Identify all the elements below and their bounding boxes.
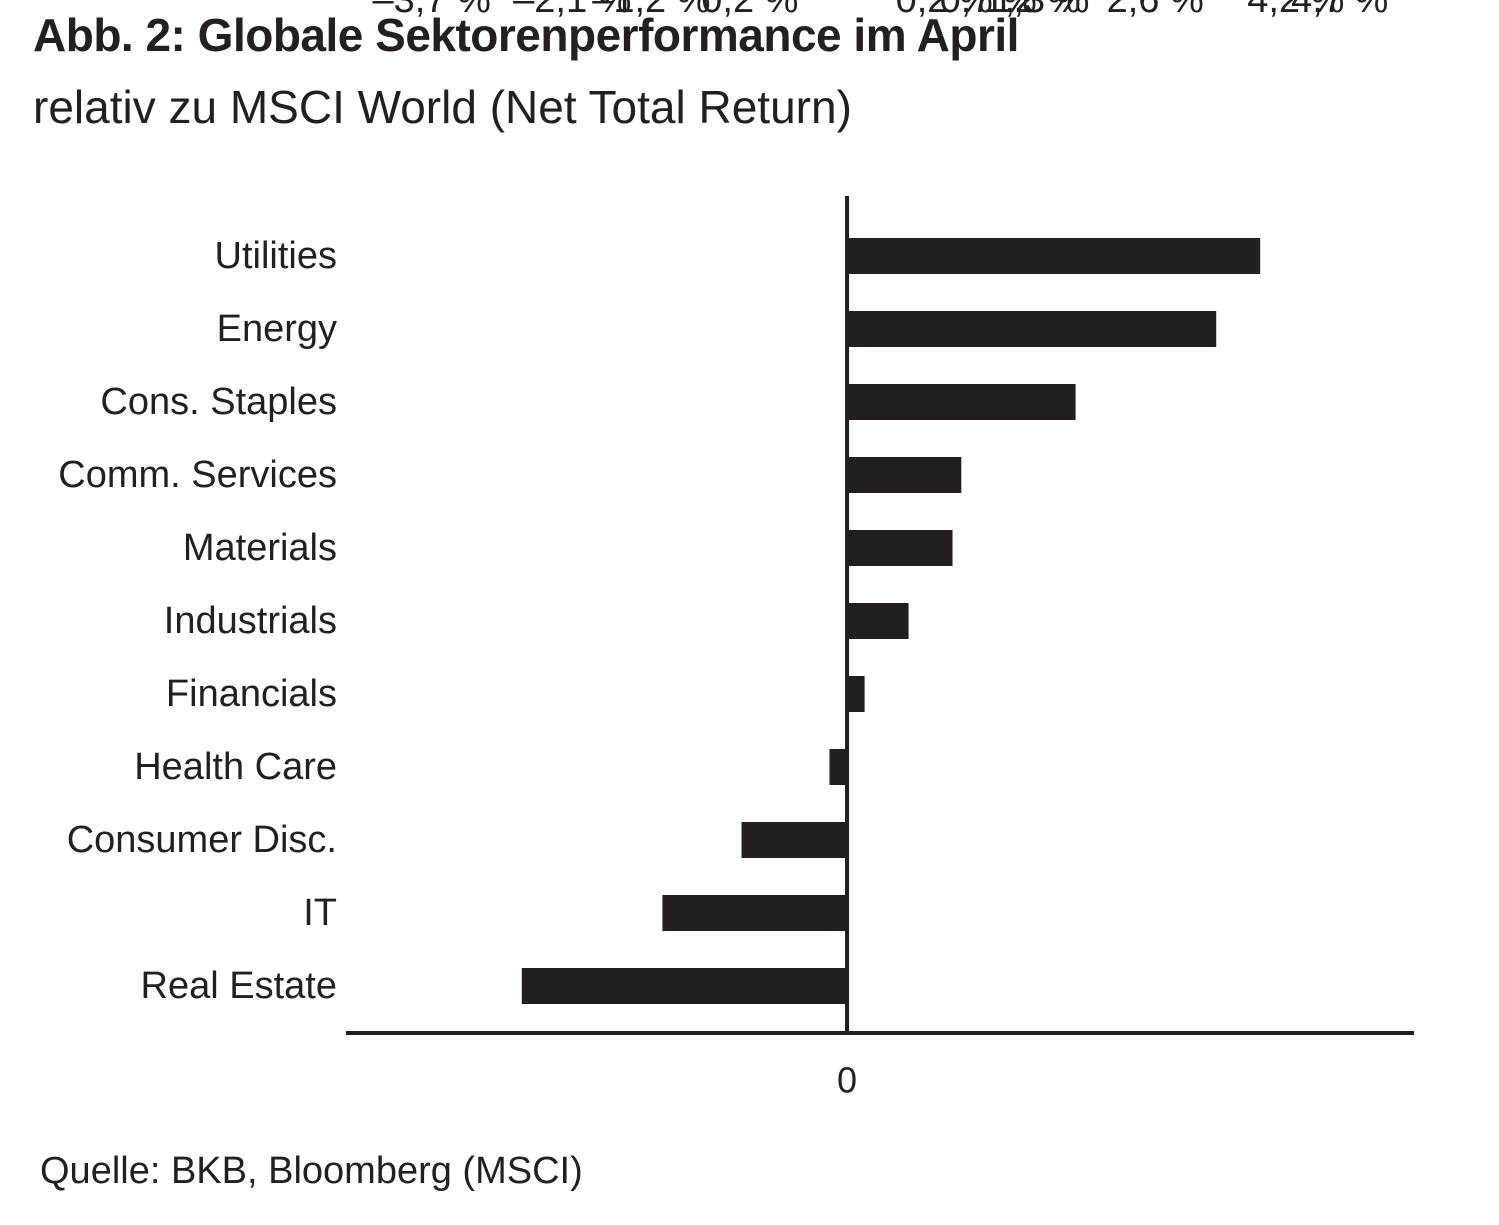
x-tick-label: 0 <box>837 1060 857 1101</box>
category-label: Comm. Services <box>58 454 337 496</box>
data-label: –2,1 % <box>513 0 631 21</box>
data-label: 0,7 % <box>940 0 1037 21</box>
bar-industrials <box>847 603 909 639</box>
data-label: 0,2 % <box>701 0 798 21</box>
data-label: 1,3 % <box>992 0 1089 21</box>
category-label: Materials <box>183 527 337 569</box>
bar-it <box>662 895 848 931</box>
category-label: Energy <box>217 308 337 350</box>
bar-health-care <box>829 749 848 785</box>
category-label: Cons. Staples <box>100 381 337 423</box>
data-label: 4,7 % <box>1291 0 1388 21</box>
category-label: Utilities <box>215 235 337 277</box>
data-label: 4,2 % <box>1247 0 1344 21</box>
data-label: 2,6 % <box>1107 0 1204 21</box>
category-label: IT <box>303 892 337 934</box>
data-label: –1,2 % <box>592 0 710 21</box>
bar-utilities <box>847 238 1261 274</box>
chart-title: Abb. 2: Globale Sektorenperformance im A… <box>33 9 1019 61</box>
category-label: Industrials <box>164 600 337 642</box>
category-label: Health Care <box>134 746 337 788</box>
bar-consumer-disc <box>741 822 848 858</box>
data-label: 1,2 % <box>984 0 1081 21</box>
chart-subtitle: relativ zu MSCI World (Net Total Return) <box>33 81 852 133</box>
category-label: Real Estate <box>141 965 337 1007</box>
bar-financials <box>847 676 865 712</box>
data-label: 0,2 % <box>896 0 993 21</box>
bar-cons-staples <box>847 384 1076 420</box>
bar-energy <box>847 311 1217 347</box>
bar-comm-services <box>847 457 962 493</box>
category-label: Consumer Disc. <box>67 819 337 861</box>
category-label: Financials <box>166 673 337 715</box>
data-label: –3,7 % <box>372 0 490 21</box>
bar-real-estate <box>521 968 848 1004</box>
source-note: Quelle: BKB, Bloomberg (MSCI) <box>40 1150 583 1192</box>
bar-materials <box>847 530 953 566</box>
